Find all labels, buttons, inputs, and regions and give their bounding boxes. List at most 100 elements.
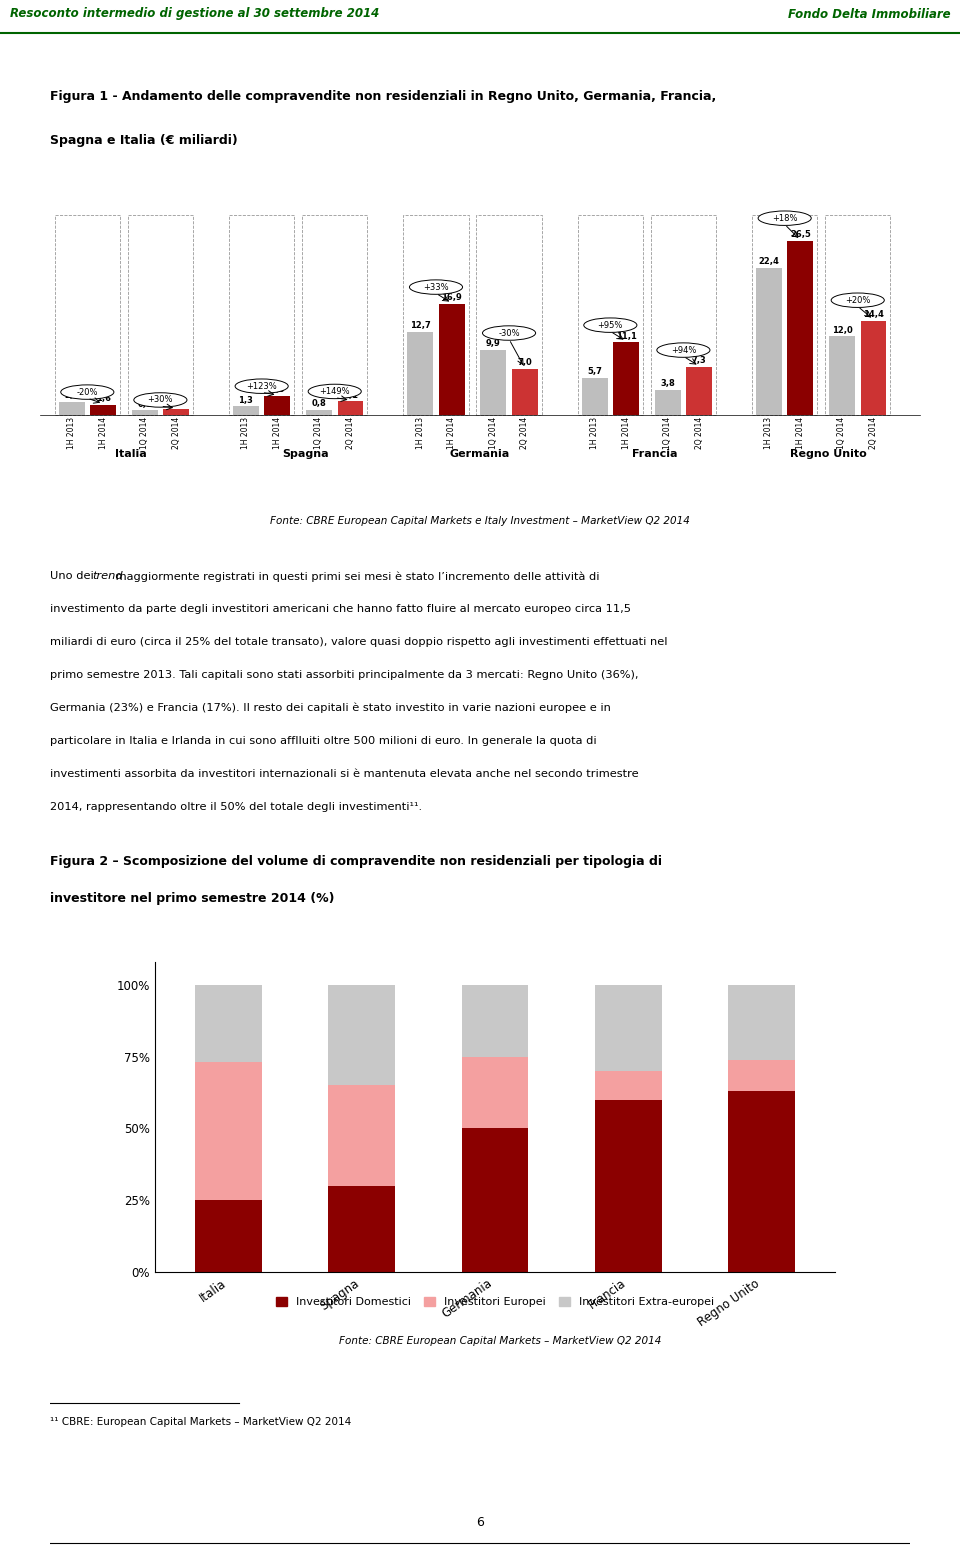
Text: 5,7: 5,7 <box>588 367 602 377</box>
Text: 0,7: 0,7 <box>137 400 152 409</box>
Bar <box>729 1060 795 1091</box>
Bar <box>59 401 84 415</box>
Ellipse shape <box>235 380 288 394</box>
Text: particolare in Italia e Irlanda in cui sono afflluiti oltre 500 milioni di euro.: particolare in Italia e Irlanda in cui s… <box>50 736 596 747</box>
Text: Fondo Delta Immobiliare: Fondo Delta Immobiliare <box>788 8 950 20</box>
Bar <box>233 406 259 415</box>
Bar <box>480 350 506 415</box>
Text: Fonte: CBRE European Capital Markets e Italy Investment – MarketView Q2 2014: Fonte: CBRE European Capital Markets e I… <box>270 517 690 526</box>
Bar <box>655 391 681 415</box>
Bar <box>651 215 716 415</box>
Bar <box>264 395 291 415</box>
Ellipse shape <box>584 317 636 333</box>
Bar <box>595 1071 661 1100</box>
Text: Germania: Germania <box>450 450 510 459</box>
Text: Resoconto intermedio di gestione al 30 settembre 2014: Resoconto intermedio di gestione al 30 s… <box>10 8 379 20</box>
Bar <box>328 985 395 1086</box>
Bar <box>403 215 468 415</box>
Text: Spagna e Italia (€ miliardi): Spagna e Italia (€ miliardi) <box>50 134 238 148</box>
Bar <box>512 369 538 415</box>
Bar <box>195 1200 262 1271</box>
Text: maggiormente registrati in questi primi sei mesi è stato l’incremento delle atti: maggiormente registrati in questi primi … <box>111 571 599 582</box>
Text: 0,8: 0,8 <box>312 398 326 408</box>
Text: -30%: -30% <box>498 328 520 338</box>
Text: Figura 2 – Scomposizione del volume di compravendite non residenziali per tipolo: Figura 2 – Scomposizione del volume di c… <box>50 854 662 868</box>
Text: 2,0: 2,0 <box>64 391 79 400</box>
Text: 14,4: 14,4 <box>863 310 884 319</box>
Text: 16,9: 16,9 <box>442 294 462 302</box>
Bar <box>752 215 817 415</box>
Text: Regno Unito: Regno Unito <box>790 450 867 459</box>
Bar <box>407 331 433 415</box>
Bar <box>55 215 120 415</box>
Bar <box>328 1186 395 1271</box>
Text: 3,8: 3,8 <box>660 380 675 389</box>
Text: +30%: +30% <box>148 395 173 405</box>
Bar <box>302 215 368 415</box>
Bar <box>686 367 712 415</box>
Text: 11,1: 11,1 <box>615 331 636 341</box>
Bar <box>476 215 541 415</box>
Text: Germania (23%) e Francia (17%). Il resto dei capitali è stato investito in varie: Germania (23%) e Francia (17%). Il resto… <box>50 703 611 714</box>
Text: 26,5: 26,5 <box>790 230 811 240</box>
Ellipse shape <box>657 342 710 358</box>
Bar <box>128 215 193 415</box>
Bar <box>462 985 528 1057</box>
Text: 7,0: 7,0 <box>517 358 532 367</box>
Bar <box>195 1063 262 1200</box>
Text: 0,9: 0,9 <box>169 398 183 408</box>
Bar <box>729 985 795 1060</box>
Ellipse shape <box>60 384 114 400</box>
Text: investitore nel primo semestre 2014 (%): investitore nel primo semestre 2014 (%) <box>50 893 334 906</box>
Bar <box>228 215 295 415</box>
Bar <box>578 215 643 415</box>
Text: 2,9: 2,9 <box>270 386 285 394</box>
Bar <box>860 321 886 415</box>
Bar <box>163 409 189 415</box>
Bar <box>756 268 781 415</box>
Text: +18%: +18% <box>772 213 798 223</box>
Text: 1,3: 1,3 <box>238 395 253 405</box>
Bar <box>825 215 891 415</box>
Text: investimenti assorbita da investitori internazionali si è mantenuta elevata anch: investimenti assorbita da investitori in… <box>50 769 638 780</box>
Text: 6: 6 <box>476 1516 484 1530</box>
Bar <box>306 409 332 415</box>
Text: Italia: Italia <box>115 450 147 459</box>
Text: 7,3: 7,3 <box>692 356 707 366</box>
Bar <box>787 241 813 415</box>
Bar <box>90 405 116 415</box>
Text: +123%: +123% <box>247 381 277 391</box>
Legend: Investitori Domestici, Investitori Europei, Investitori Extra-europei: Investitori Domestici, Investitori Europ… <box>272 1293 719 1312</box>
Text: investimento da parte degli investitori americani che hanno fatto fluire al merc: investimento da parte degli investitori … <box>50 604 631 615</box>
Text: 12,0: 12,0 <box>831 325 852 335</box>
Text: trend: trend <box>92 571 123 582</box>
Bar <box>195 985 262 1063</box>
Ellipse shape <box>483 325 536 341</box>
Text: miliardi di euro (circa il 25% del totale transato), valore quasi doppio rispett: miliardi di euro (circa il 25% del total… <box>50 638 667 647</box>
Text: Spagna: Spagna <box>282 450 329 459</box>
Text: +20%: +20% <box>845 296 871 305</box>
Text: Uno dei: Uno dei <box>50 571 97 582</box>
Text: +94%: +94% <box>671 345 696 355</box>
Bar <box>595 1100 661 1271</box>
Bar <box>462 1128 528 1271</box>
Bar <box>729 1091 795 1271</box>
Ellipse shape <box>758 212 811 226</box>
Text: +33%: +33% <box>423 283 449 291</box>
Text: 2014, rappresentando oltre il 50% del totale degli investimenti¹¹.: 2014, rappresentando oltre il 50% del to… <box>50 801 422 812</box>
Ellipse shape <box>133 392 187 408</box>
Bar <box>582 378 608 415</box>
Text: Figura 1 - Andamento delle compravendite non residenziali in Regno Unito, German: Figura 1 - Andamento delle compravendite… <box>50 90 716 103</box>
Bar <box>829 336 855 415</box>
Bar <box>595 985 661 1071</box>
Text: Francia: Francia <box>632 450 677 459</box>
Bar <box>328 1086 395 1186</box>
Ellipse shape <box>409 280 463 294</box>
Bar <box>338 401 364 415</box>
Ellipse shape <box>308 384 361 398</box>
Text: +149%: +149% <box>320 387 350 395</box>
Text: 12,7: 12,7 <box>410 321 431 330</box>
Text: 9,9: 9,9 <box>486 339 501 349</box>
Text: 1,6: 1,6 <box>96 394 110 403</box>
Text: Fonte: CBRE European Capital Markets – MarketView Q2 2014: Fonte: CBRE European Capital Markets – M… <box>339 1337 661 1346</box>
